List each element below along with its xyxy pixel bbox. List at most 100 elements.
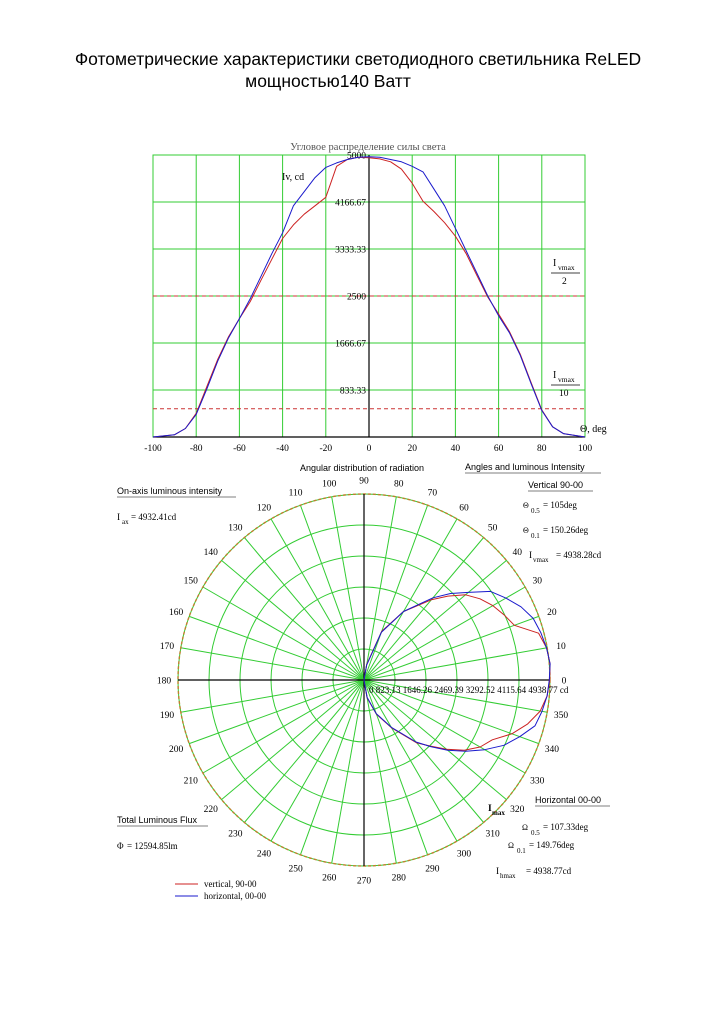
polar-radial-labels: 0 823.13 1646.26 2469.39 3292.52 4115.64… (369, 685, 569, 695)
polar-angle-label: 150 (184, 577, 199, 587)
v01-value: = 150.26deg (543, 525, 589, 535)
iax-label: I (117, 513, 120, 523)
polar-angle-label: 200 (169, 745, 184, 755)
polar-angle-labels: 0 10 20 30 40 50 60 70 80 90 100 110 120 130 140 150 160… (157, 477, 569, 887)
polar-angle-label: 280 (392, 874, 407, 884)
v01-sym: Θ (523, 526, 529, 535)
x-tick-label: -40 (276, 444, 289, 454)
x-tick-label: 60 (494, 444, 504, 454)
x-axis-label: Θ, deg (580, 424, 607, 435)
y-tick-label: 833.33 (340, 387, 366, 397)
vertical-heading: Vertical 90-00 (528, 480, 583, 490)
polar-series (363, 590, 551, 752)
legend: vertical, 90-00 horizontal, 00-00 (175, 879, 266, 901)
legend-vertical-label: vertical, 90-00 (204, 879, 257, 889)
h01-value: = 149.76deg (529, 840, 575, 850)
x-tick-label: 80 (537, 444, 547, 454)
v05-sub: 0.5 (531, 507, 540, 515)
polar-angle-label: 320 (510, 805, 525, 815)
polar-angle-label: 220 (204, 805, 219, 815)
cartesian-chart: Угловое распределение силы света -100 -80… (144, 142, 606, 454)
polar-angle-label: 90 (359, 477, 369, 487)
annotation-tenth-sub: vmax (558, 375, 575, 384)
x-tick-label: 0 (367, 444, 372, 454)
iax-sub: ax (122, 518, 129, 526)
annotation-half: I vmax 2 (551, 258, 580, 287)
polar-angle-label: 110 (289, 489, 303, 499)
h01-sub: 0.1 (517, 847, 526, 855)
x-tick-label: -60 (233, 444, 246, 454)
annotation-half-sub: vmax (558, 263, 575, 272)
legend-horizontal-label: horizontal, 00-00 (204, 891, 266, 901)
polar-angle-label: 210 (184, 777, 199, 787)
flux-value: = 12594.85lm (127, 841, 178, 851)
cartesian-series (152, 156, 586, 438)
polar-angle-label: 100 (322, 480, 337, 490)
cartesian-series-horizontal (152, 156, 586, 438)
polar-angle-label: 170 (160, 642, 175, 652)
ivmax-value: = 4938.28cd (556, 550, 602, 560)
horizontal-heading: Horizontal 00-00 (535, 795, 601, 805)
x-tick-label: 20 (407, 444, 417, 454)
title-line-1: Фотометрические характеристики светодиод… (74, 49, 642, 69)
polar-angle-label: 180 (157, 677, 172, 687)
polar-angle-label: 40 (512, 548, 522, 558)
polar-chart: Angular distribution of radiation 0 10 20 3… (157, 463, 569, 887)
polar-angle-label: 190 (160, 711, 175, 721)
ihmax-value: = 4938.77cd (526, 866, 572, 876)
polar-angle-label: 20 (547, 608, 557, 618)
flux-sym: Φ (117, 841, 124, 851)
title-line-2: мощностью140 Ватт (245, 71, 411, 91)
ihmax-label: I (496, 867, 499, 877)
v05-sym: Θ (523, 501, 529, 510)
annotation-tenth-top: I (553, 370, 556, 381)
iax-value: = 4932.41cd (131, 512, 177, 522)
cartesian-axes (153, 155, 585, 438)
h01-sym: Ω (508, 841, 514, 850)
ivmax-label: I (529, 551, 532, 561)
polar-angle-label: 350 (554, 711, 569, 721)
polar-series-horizontal (363, 590, 551, 752)
y-tick-label: 5000 (347, 152, 366, 162)
polar-angle-label: 310 (485, 830, 500, 840)
x-tick-label: -100 (144, 444, 162, 454)
polar-angle-label: 130 (228, 523, 243, 533)
y-tick-label: 1666.67 (335, 339, 366, 349)
angles-heading: Angles and luminous Intensity (465, 462, 585, 472)
polar-angle-label: 0 (562, 677, 567, 687)
flux-heading: Total Luminous Flux (117, 815, 198, 825)
polar-angle-label: 140 (204, 548, 219, 558)
polar-angle-label: 230 (228, 830, 243, 840)
onaxis-heading: On-axis luminous intensity (117, 486, 223, 496)
polar-angle-label: 70 (428, 489, 438, 499)
x-tick-label: -20 (319, 444, 332, 454)
lmax-label: I (488, 804, 492, 814)
page-title: Фотометрические характеристики светодиод… (0, 48, 716, 92)
polar-angle-label: 120 (257, 503, 272, 513)
polar-angle-label: 30 (532, 577, 542, 587)
ihmax-sub: hmax (500, 872, 516, 880)
polar-grid (177, 493, 551, 867)
v01-sub: 0.1 (531, 532, 540, 540)
polar-angle-label: 290 (425, 864, 440, 874)
polar-angle-label: 60 (459, 503, 469, 513)
lmax-sub: max (492, 809, 505, 817)
y-tick-label: 3333.33 (335, 246, 366, 256)
annotation-half-bottom: 2 (562, 277, 567, 287)
polar-title: Angular distribution of radiation (300, 463, 424, 473)
polar-angle-label: 340 (545, 745, 560, 755)
polar-angle-label: 50 (488, 523, 498, 533)
cartesian-title: Угловое распределение силы света (290, 142, 446, 153)
polar-angle-label: 240 (257, 850, 272, 860)
threshold-lines (153, 295, 585, 410)
polar-angle-label: 260 (322, 874, 337, 884)
info-panel: Angles and luminous Intensity On-axis lu… (117, 462, 610, 880)
y-axis-label: Iv, cd (282, 172, 304, 183)
polar-angle-label: 160 (169, 608, 184, 618)
v05-value: = 105deg (543, 500, 577, 510)
x-tick-label: 40 (451, 444, 461, 454)
y-tick-label: 4166.67 (335, 198, 366, 208)
ivmax-sub: vmax (533, 556, 549, 564)
h05-sub: 0.5 (531, 829, 540, 837)
